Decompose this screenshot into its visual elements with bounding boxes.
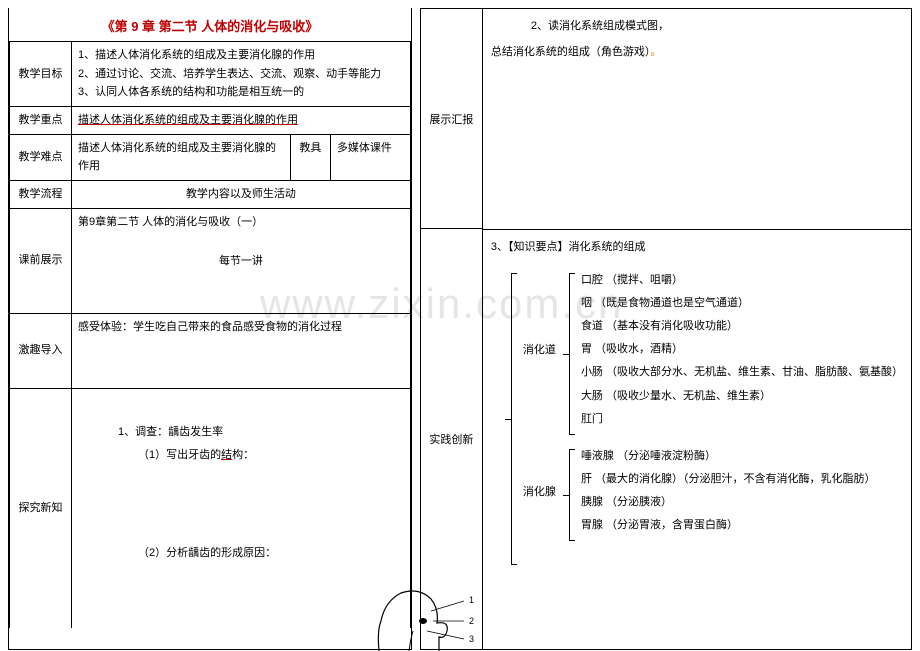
focus-label: 教学重点 <box>10 107 72 135</box>
gland-liver: 肝 （最大的消化腺）（分泌胆汁，不含有消化酶，乳化脂肪） <box>581 468 876 491</box>
gland-brace <box>563 445 577 545</box>
report-label: 展示汇报 <box>421 9 482 229</box>
practice-label: 实践创新 <box>421 229 482 649</box>
tract-mouth: 口腔 （搅拌、咀嚼） <box>581 269 903 292</box>
tract-pharynx: 咽 （既是食物通道也是空气通道） <box>581 292 903 315</box>
pre-line-1: 第9章第二节 人体的消化与吸收（一） <box>78 213 404 232</box>
focus-text: 描述人体消化系统的组成及主要消化腺的作用 <box>78 114 298 126</box>
left-panel: 《第 9 章 第二节 人体的消化与吸收》 教学目标 1、描述人体消化系统的组成及… <box>8 8 412 650</box>
gland-pancreas: 胰腺 （分泌胰液） <box>581 491 876 514</box>
diff-cell: 描述人体消化系统的组成及主要消化腺的作用 <box>72 134 291 180</box>
summary-text: 总结消化系统的组成（角色游戏） <box>491 46 651 58</box>
gland-saliva: 唾液腺 （分泌唾液淀粉酶） <box>581 445 876 468</box>
right-mid-cell: 3、【知识要点】消化系统的组成 消化道 口腔 （搅拌、咀嚼） <box>483 229 911 649</box>
doc-title: 《第 9 章 第二节 人体的消化与吸收》 <box>9 8 411 41</box>
goal-label: 教学目标 <box>10 42 72 107</box>
explore-line-2: （2）分析龋齿的形成原因： <box>138 544 404 563</box>
intro-label: 激趣导入 <box>10 313 72 388</box>
explore-cell: 1、调查：龋齿发生率 （1）写出牙齿的结构： （2）分析龋齿的形成原因： <box>72 388 411 628</box>
goal-line-3: 3、认同人体各系统的结构和功能是相互统一的 <box>78 83 404 102</box>
outer-brace <box>505 269 519 569</box>
explore-line-1: 1、调查：龋齿发生率 <box>118 423 404 442</box>
orange-dot: 。 <box>650 46 661 58</box>
tract-anus: 肛门 <box>581 408 903 431</box>
right-top-cell: 2、读消化系统组成模式图， 总结消化系统的组成（角色游戏）。 <box>483 9 911 229</box>
gland-label: 消化腺 <box>523 481 556 504</box>
pre-cell: 第9章第二节 人体的消化与吸收（一） 每节一讲 <box>72 208 411 313</box>
explore-line-1a: （1）写出牙齿的结构： <box>138 446 404 465</box>
right-content-column: 2、读消化系统组成模式图， 总结消化系统的组成（角色游戏）。 3、【知识要点】消… <box>483 9 911 649</box>
tract-stomach: 胃 （吸收水，酒精） <box>581 338 903 361</box>
gland-gastric: 胃腺 （分泌胃液，含胃蛋白酶） <box>581 514 876 537</box>
right-top-line2: 2、读消化系统组成模式图， <box>531 15 903 37</box>
right-top-summary: 总结消化系统的组成（角色游戏）。 <box>491 41 903 63</box>
pre-label: 课前展示 <box>10 208 72 313</box>
tract-esophagus: 食道 （基本没有消化吸收功能） <box>581 315 903 338</box>
goal-line-1: 1、描述人体消化系统的组成及主要消化腺的作用 <box>78 46 404 65</box>
flow-label: 教学流程 <box>10 181 72 209</box>
tool-label: 教具 <box>290 134 330 180</box>
tract-label: 消化道 <box>523 339 556 362</box>
page-container: 《第 9 章 第二节 人体的消化与吸收》 教学目标 1、描述人体消化系统的组成及… <box>0 0 920 650</box>
goal-line-2: 2、通过讨论、交流、培养学生表达、交流、观察、动手等能力 <box>78 65 404 84</box>
pre-line-2: 每节一讲 <box>78 252 404 271</box>
tract-brace <box>563 269 577 439</box>
right-panel: 展示汇报 实践创新 2、读消化系统组成模式图， 总结消化系统的组成（角色游戏）。… <box>420 8 912 650</box>
explore-label: 探究新知 <box>10 388 72 628</box>
flow-header: 教学内容以及师生活动 <box>72 181 411 209</box>
intro-cell: 感受体验：学生吃自己带来的食品感受食物的消化过程 <box>72 313 411 388</box>
lesson-table: 教学目标 1、描述人体消化系统的组成及主要消化腺的作用 2、通过讨论、交流、培养… <box>9 41 411 628</box>
right-label-column: 展示汇报 实践创新 <box>421 9 483 649</box>
knowledge-point-title: 3、【知识要点】消化系统的组成 <box>491 236 903 259</box>
tool-cell: 多媒体课件 <box>330 134 410 180</box>
goal-cell: 1、描述人体消化系统的组成及主要消化腺的作用 2、通过讨论、交流、培养学生表达、… <box>72 42 411 107</box>
tract-small-intestine: 小肠 （吸收大部分水、无机盐、维生素、甘油、脂肪酸、氨基酸） <box>581 361 903 384</box>
focus-cell: 描述人体消化系统的组成及主要消化腺的作用 <box>72 107 411 135</box>
diff-label: 教学难点 <box>10 134 72 180</box>
tract-large-intestine: 大肠 （吸收少量水、无机盐、维生素） <box>581 385 903 408</box>
